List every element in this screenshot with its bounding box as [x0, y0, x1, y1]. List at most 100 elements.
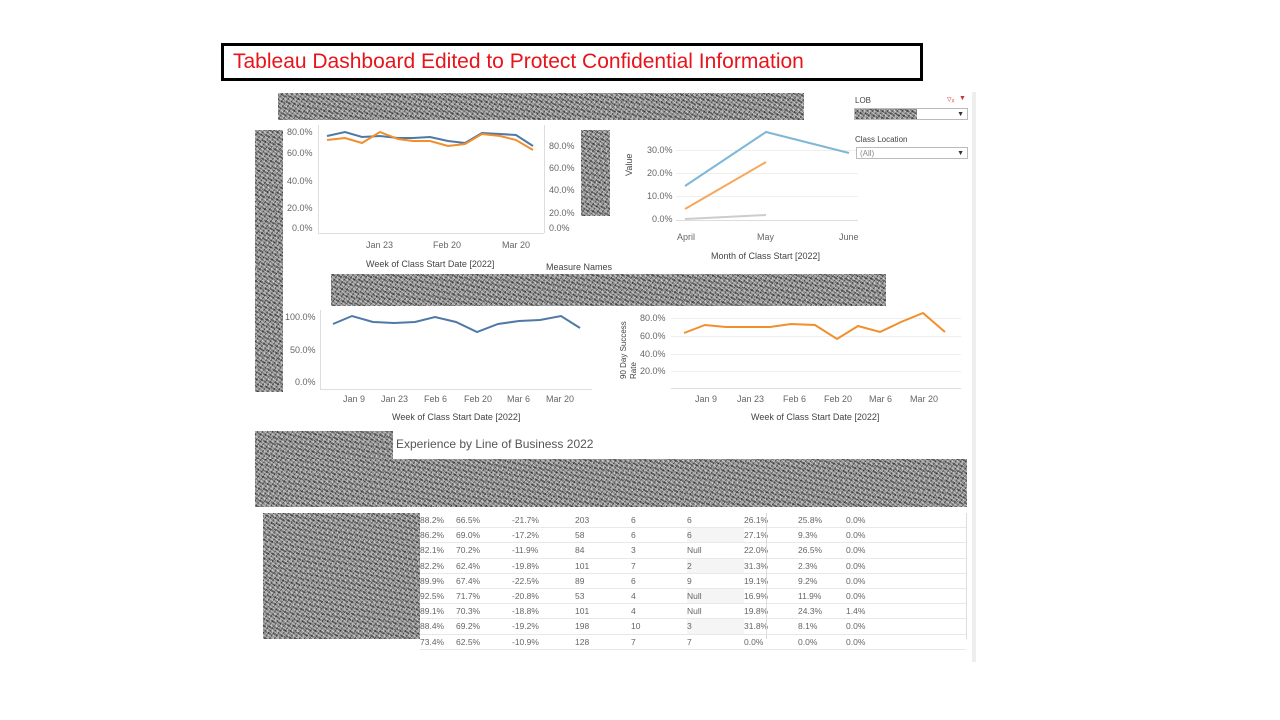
table-cell: 9 [687, 573, 744, 589]
table-cell: 26.1% [744, 513, 798, 529]
redacted-exp-label [255, 431, 393, 459]
table-cell: 25.8% [798, 513, 846, 529]
table-row[interactable]: 89.1% 70.3% -18.8% 101 4 Null 19.8% 24.3% 1.4% [420, 603, 966, 620]
ml-x-tick: Feb 6 [424, 394, 448, 404]
table-cell: -22.5% [512, 573, 575, 589]
clear-filter-icon[interactable]: ▿ₓ [947, 94, 955, 104]
mr-x-axis [671, 388, 961, 389]
tr-y-tick: 30.0% [647, 145, 673, 155]
table-cell: 7 [631, 558, 687, 574]
tl-y-tick: 80.0% [287, 127, 313, 137]
ml-series-blue [332, 314, 581, 334]
table-cell: 10 [631, 618, 687, 635]
table-cell: 0.0% [846, 558, 966, 574]
tr-x-axis [676, 220, 858, 221]
table-row[interactable]: 82.2% 62.4% -19.8% 101 7 2 31.3% 2.3% 0.0% [420, 558, 966, 574]
tl-y-tick: 40.0% [287, 176, 313, 186]
class-location-dropdown[interactable]: (All) ▼ [856, 147, 968, 159]
table-cell: 67.4% [456, 573, 512, 589]
table-row[interactable]: 82.1% 70.2% -11.9% 84 3 Null 22.0% 26.5% 0.0% [420, 542, 966, 559]
table-cell: 62.5% [456, 634, 512, 650]
tr-series-orange [684, 161, 767, 210]
ml-x-tick: Jan 23 [381, 394, 409, 404]
tr-x-tick: April [677, 232, 696, 242]
table-cell: 73.4% [420, 634, 456, 650]
table-cell: Null [687, 542, 744, 559]
table-right-border [966, 513, 967, 639]
table-cell: 0.0% [798, 634, 846, 650]
ml-x-tick: Mar 6 [507, 394, 531, 404]
dashboard-scrollbar[interactable] [972, 92, 976, 662]
tr-y-tick: 0.0% [652, 214, 673, 224]
table-cell: 9.3% [798, 527, 846, 544]
table-cell: 69.0% [456, 527, 512, 544]
tr-gridline [676, 173, 858, 174]
mr-x-axis-label: Week of Class Start Date [2022] [751, 412, 880, 422]
tl-y2-tick: 0.0% [549, 223, 570, 233]
redacted-title [278, 93, 804, 120]
lob-filter-dropdown[interactable]: ▼ [854, 108, 968, 120]
measure-names-legend-label: Measure Names [546, 262, 613, 272]
tr-gridline [676, 196, 858, 197]
lob-filter-label: LOB [855, 96, 872, 105]
table-cell: 69.2% [456, 618, 512, 635]
table-cell: 9.2% [798, 573, 846, 589]
table-cell: 198 [575, 618, 631, 635]
table-row[interactable]: 88.4% 69.2% -19.2% 198 10 3 31.8% 8.1% 0.0% [420, 618, 966, 635]
table-cell: 8.1% [798, 618, 846, 635]
table-cell: 27.1% [744, 527, 798, 544]
table-cell: 19.8% [744, 603, 798, 620]
ml-x-tick: Jan 9 [343, 394, 366, 404]
table-cell: 24.3% [798, 603, 846, 620]
table-cell: -21.7% [512, 513, 575, 529]
tl-y2-axis [544, 125, 545, 233]
table-cell: 0.0% [846, 618, 966, 635]
table-cell: 0.0% [846, 588, 966, 605]
mr-y-tick: 60.0% [640, 331, 666, 341]
table-cell: 70.2% [456, 542, 512, 559]
table-cell: 71.7% [456, 588, 512, 605]
redacted-lob-value [855, 109, 917, 119]
table-cell: 4 [631, 588, 687, 605]
table-row[interactable]: 86.2% 69.0% -17.2% 58 6 6 27.1% 9.3% 0.0% [420, 527, 966, 544]
table-row[interactable]: 88.2% 66.5% -21.7% 203 6 6 26.1% 25.8% 0.0% [420, 513, 966, 529]
table-cell: 89 [575, 573, 631, 589]
ml-x-tick: Feb 20 [464, 394, 493, 404]
table-cell: -20.8% [512, 588, 575, 605]
mr-y-tick: 40.0% [640, 349, 666, 359]
table-cell: 53 [575, 588, 631, 605]
experience-title: Experience by Line of Business 2022 [396, 437, 594, 451]
table-cell: 3 [687, 618, 744, 635]
table-cell: Null [687, 603, 744, 620]
table-cell: 58 [575, 527, 631, 544]
ml-x-axis [320, 389, 592, 390]
table-row[interactable]: 92.5% 71.7% -20.8% 53 4 Null 16.9% 11.9% 0.0% [420, 588, 966, 605]
tr-x-tick: June [839, 232, 859, 242]
table-cell: -19.2% [512, 618, 575, 635]
table-cell: 6 [631, 573, 687, 589]
table-row[interactable]: 73.4% 62.5% -10.9% 128 7 7 0.0% 0.0% 0.0% [420, 634, 966, 650]
table-cell: -17.2% [512, 527, 575, 544]
mr-x-tick: Mar 6 [869, 394, 893, 404]
tr-x-tick: May [757, 232, 775, 242]
ml-y-tick: 50.0% [290, 345, 316, 355]
table-cell: Null [687, 588, 744, 605]
tl-x-tick: Mar 20 [502, 240, 531, 250]
tr-y-tick: 20.0% [647, 168, 673, 178]
table-row[interactable]: 89.9% 67.4% -22.5% 89 6 9 19.1% 9.2% 0.0% [420, 573, 966, 589]
filter-menu-chevron-icon[interactable]: ▼ [959, 95, 966, 102]
table-cell: 128 [575, 634, 631, 650]
mr-gridline [671, 318, 961, 319]
table-cell: 0.0% [744, 634, 798, 650]
tl-y2-tick: 60.0% [549, 163, 575, 173]
table-cell: 7 [631, 634, 687, 650]
table-cell: 66.5% [456, 513, 512, 529]
table-cell: 31.8% [744, 618, 798, 635]
table-cell: 0.0% [846, 634, 966, 650]
tr-gridline [676, 150, 858, 151]
mr-gridline [671, 354, 961, 355]
tl-series-orange [326, 130, 534, 151]
table-cell: 82.1% [420, 542, 456, 559]
table-cell: 6 [687, 527, 744, 544]
